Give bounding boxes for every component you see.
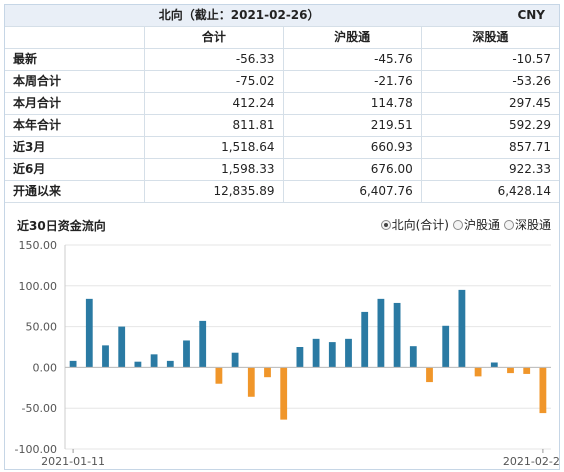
series-selector: 北向(合计) 沪股通 深股通 [380, 216, 551, 233]
row-label: 本年合计 [5, 114, 146, 137]
bar [361, 311, 369, 368]
bar [539, 367, 547, 414]
bar [102, 345, 109, 368]
legend-option-shenzhen[interactable]: 深股通 [503, 216, 551, 233]
table-header-row: 合计 沪股通 深股通 [5, 26, 559, 49]
table-title: 北向（截止：2021-02-26） [5, 5, 422, 27]
legend-label-shanghai: 沪股通 [463, 218, 500, 232]
row-value: -45.76 [283, 48, 422, 71]
table-row: 最新 -56.33 -45.76 -10.57 [5, 48, 559, 71]
bar [409, 346, 417, 368]
radio-shenzhen[interactable] [503, 219, 514, 230]
bar [150, 354, 158, 368]
row-value: 12,835.89 [144, 180, 284, 203]
legend-label-shenzhen: 深股通 [514, 218, 551, 232]
row-value: 6,428.14 [421, 180, 559, 203]
row-value: 922.33 [421, 158, 559, 181]
currency-label: CNY [421, 5, 559, 27]
bar [247, 367, 255, 397]
bar [458, 289, 466, 368]
radio-northbound[interactable] [380, 219, 391, 230]
y-tick-label: 0.00 [33, 361, 58, 374]
bar [312, 338, 320, 368]
bar [393, 302, 401, 368]
row-label: 本周合计 [5, 70, 146, 93]
y-tick-label: -100.00 [15, 443, 57, 456]
table-title-row: 北向（截止：2021-02-26） CNY [5, 5, 559, 27]
table-row: 开通以来 12,835.89 6,407.76 6,428.14 [5, 180, 559, 203]
legend-label-northbound: 北向(合计) [391, 218, 449, 232]
bar [280, 367, 288, 420]
row-value: -75.02 [144, 70, 284, 93]
row-value: 6,407.76 [283, 180, 422, 203]
row-value: 297.45 [421, 92, 559, 115]
row-value: -21.76 [283, 70, 422, 93]
chart-title: 近30日资金流向 [17, 219, 106, 233]
y-tick-label: 50.00 [26, 321, 58, 334]
bar [264, 367, 271, 378]
y-tick-label: -50.00 [22, 402, 57, 415]
row-value: -56.33 [144, 48, 284, 71]
bar [490, 362, 498, 368]
legend-option-shanghai[interactable]: 沪股通 [452, 216, 500, 233]
table-row: 本周合计 -75.02 -21.76 -53.26 [5, 70, 559, 93]
bar [166, 360, 174, 368]
x-tick-label: 2021-02-26 [503, 455, 559, 468]
row-label: 近6月 [5, 158, 146, 181]
header-shenzhen: 深股通 [421, 26, 559, 49]
bar [426, 367, 433, 383]
flow-table: 北向（截止：2021-02-26） CNY 合计 沪股通 深股通 最新 -56.3… [5, 5, 559, 203]
row-value: 412.24 [144, 92, 284, 115]
header-total: 合计 [144, 26, 284, 49]
bar [377, 298, 385, 368]
bar [199, 320, 207, 368]
table-row: 本年合计 811.81 219.51 592.29 [5, 114, 559, 137]
table-row: 近6月 1,598.33 676.00 922.33 [5, 158, 559, 181]
header-shanghai: 沪股通 [283, 26, 422, 49]
bar [296, 347, 304, 368]
row-label: 近3月 [5, 136, 146, 159]
bar [328, 342, 336, 368]
row-value: 1,598.33 [144, 158, 284, 181]
bar [442, 325, 450, 368]
bar [215, 367, 223, 384]
northbound-panel: 北向（截止：2021-02-26） CNY 合计 沪股通 深股通 最新 -56.3… [4, 4, 560, 470]
legend-option-northbound[interactable]: 北向(合计) [380, 216, 449, 233]
flow-bar-chart: -100.00 -50.00 0.00 50.00 100.00 150.00 2021-0… [15, 239, 559, 468]
row-label: 最新 [5, 48, 146, 71]
bar [183, 340, 190, 368]
bar [134, 361, 142, 368]
bar [507, 367, 514, 374]
header-blank [5, 26, 146, 49]
row-value: 660.93 [283, 136, 422, 159]
row-value: 811.81 [144, 114, 284, 137]
row-value: -53.26 [421, 70, 559, 93]
bar [231, 352, 239, 368]
radio-shanghai[interactable] [452, 219, 463, 230]
bar [85, 298, 93, 368]
row-label: 开通以来 [5, 180, 146, 203]
row-label: 本月合计 [5, 92, 146, 115]
x-tick-label: 2021-01-11 [41, 455, 105, 468]
row-value: 1,518.64 [144, 136, 284, 159]
y-tick-label: 100.00 [19, 280, 58, 293]
bar [345, 338, 352, 368]
table-row: 近3月 1,518.64 660.93 857.71 [5, 136, 559, 159]
bar [523, 367, 531, 374]
row-value: 676.00 [283, 158, 422, 181]
y-tick-label: 150.00 [19, 239, 58, 252]
bar [474, 367, 482, 377]
row-value: 857.71 [421, 136, 559, 159]
table-row: 本月合计 412.24 114.78 297.45 [5, 92, 559, 115]
bar [118, 326, 126, 368]
row-value: -10.57 [421, 48, 559, 71]
row-value: 219.51 [283, 114, 422, 137]
row-value: 114.78 [283, 92, 422, 115]
bar [69, 360, 77, 368]
row-value: 592.29 [421, 114, 559, 137]
